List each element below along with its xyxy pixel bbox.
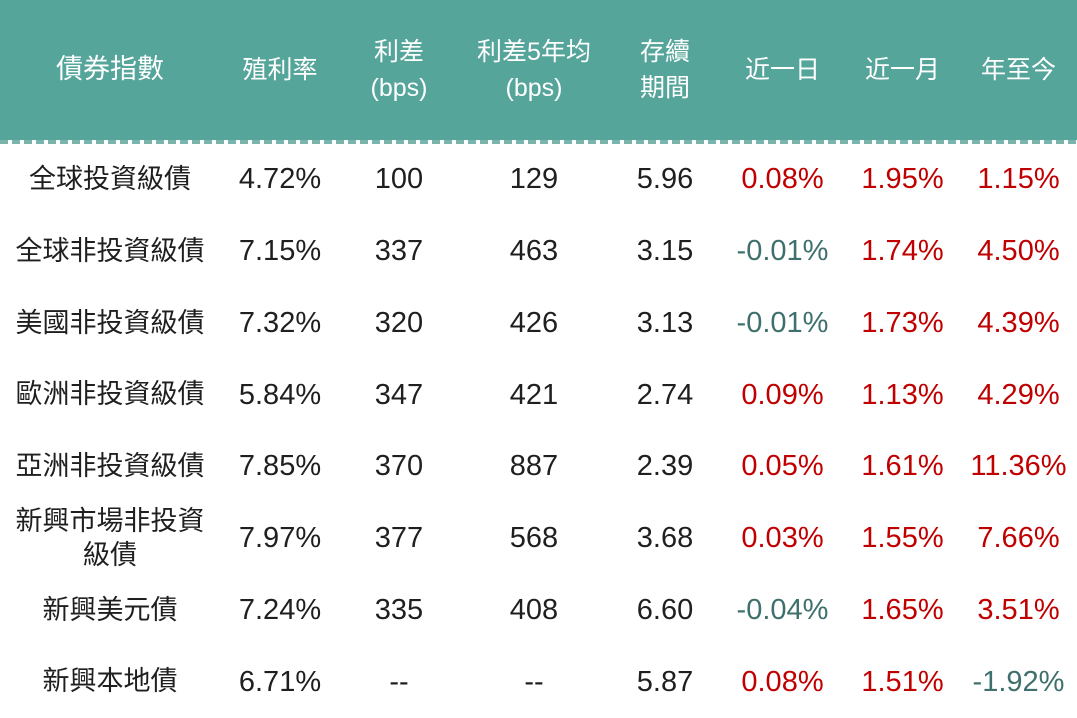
cell-ytd: 1.15% <box>977 163 1060 196</box>
cell-duration: 5.96 <box>636 163 694 196</box>
cell-d1: 0.08% <box>741 163 824 196</box>
cell-duration: 3.13 <box>636 306 694 339</box>
cell-spread: 100 <box>374 163 424 196</box>
cell-spread: 377 <box>374 522 424 555</box>
cell-spread: 337 <box>374 235 424 268</box>
cell-d1: -0.01% <box>736 306 829 339</box>
cell-index: 新興市場非投資級債 <box>15 505 205 570</box>
table-row: 全球非投資級債 7.15% 337 463 3.15 -0.01% 1.74% 4.50% <box>0 216 1077 288</box>
cell-d1: 0.09% <box>741 378 824 411</box>
cell-duration: 2.74 <box>636 378 694 411</box>
cell-index: 全球非投資級債 <box>15 235 205 266</box>
cell-ytd: 3.51% <box>977 593 1060 626</box>
cell-ytd: 4.50% <box>977 235 1060 268</box>
cell-index: 亞洲非投資級債 <box>15 451 205 481</box>
cell-spread5y: 887 <box>509 450 559 483</box>
table-row: 新興市場非投資級債 7.97% 377 568 3.68 0.03% 1.55% 7.66% <box>0 503 1077 575</box>
table-row: 新興美元債 7.24% 335 408 6.60 -0.04% 1.65% 3.51% <box>0 575 1077 647</box>
cell-duration: 6.60 <box>636 593 694 626</box>
cell-spread5y: 408 <box>509 593 559 626</box>
header-bond-index: 債券指數 <box>56 54 164 85</box>
cell-ytd: 4.39% <box>977 306 1060 339</box>
cell-spread5y: 421 <box>509 378 559 411</box>
cell-yield: 4.72% <box>238 163 322 196</box>
table-row: 新興本地債 6.71% -- -- 5.87 0.08% 1.51% -1.92% <box>0 646 1077 718</box>
cell-ytd: 4.29% <box>977 378 1060 411</box>
cell-duration: 5.87 <box>636 665 694 698</box>
table-row: 歐洲非投資級債 5.84% 347 421 2.74 0.09% 1.13% 4.29% <box>0 359 1077 431</box>
table-header-row: 債券指數 殖利率 利差 (bps) 利差5年均 (bps) 存續 期間 近一日 … <box>0 0 1077 140</box>
cell-m1: 1.13% <box>861 378 944 411</box>
cell-m1: 1.95% <box>861 163 944 196</box>
table-row: 美國非投資級債 7.32% 320 426 3.13 -0.01% 1.73% 4.39% <box>0 288 1077 360</box>
cell-yield: 7.24% <box>238 593 322 626</box>
cell-d1: -0.04% <box>736 593 829 626</box>
cell-spread: 347 <box>374 378 424 411</box>
cell-m1: 1.51% <box>861 665 944 698</box>
cell-spread5y: 129 <box>509 163 559 196</box>
cell-spread: 320 <box>374 306 424 339</box>
cell-yield: 7.32% <box>238 306 322 339</box>
header-spread-bps: 利差 (bps) <box>370 37 428 102</box>
cell-duration: 3.15 <box>636 235 694 268</box>
cell-yield: 5.84% <box>238 378 322 411</box>
cell-index: 歐洲非投資級債 <box>15 379 205 410</box>
cell-spread: -- <box>389 665 409 698</box>
cell-d1: 0.05% <box>741 450 824 483</box>
cell-m1: 1.65% <box>861 593 944 626</box>
table-body: 全球投資級債 4.72% 100 129 5.96 0.08% 1.95% 1.15% 全球非投… <box>0 144 1077 718</box>
cell-yield: 7.15% <box>238 235 322 268</box>
header-duration: 存續 期間 <box>639 37 690 102</box>
cell-spread5y: 568 <box>509 522 559 555</box>
table-row: 亞洲非投資級債 7.85% 370 887 2.39 0.05% 1.61% 11.36% <box>0 431 1077 503</box>
cell-ytd: -1.92% <box>972 665 1065 698</box>
table-row: 全球投資級債 4.72% 100 129 5.96 0.08% 1.95% 1.15% <box>0 144 1077 216</box>
cell-yield: 7.85% <box>238 450 322 483</box>
cell-m1: 1.55% <box>861 522 944 555</box>
cell-index: 美國非投資級債 <box>15 307 205 338</box>
cell-m1: 1.74% <box>861 235 944 268</box>
cell-d1: -0.01% <box>736 235 829 268</box>
cell-d1: 0.03% <box>741 522 824 555</box>
cell-ytd: 11.36% <box>970 450 1067 483</box>
cell-spread5y: 463 <box>509 235 559 268</box>
cell-yield: 6.71% <box>238 665 322 698</box>
header-spread-5y-avg: 利差5年均 (bps) <box>477 37 591 102</box>
cell-spread5y: 426 <box>509 306 559 339</box>
cell-m1: 1.61% <box>861 450 944 483</box>
header-past-day: 近一日 <box>744 55 820 84</box>
cell-duration: 3.68 <box>636 522 694 555</box>
header-year-to-date: 年至今 <box>980 55 1056 84</box>
cell-duration: 2.39 <box>636 450 694 483</box>
header-dashed-divider <box>0 140 1077 144</box>
cell-yield: 7.97% <box>238 522 322 555</box>
cell-index: 新興美元債 <box>42 594 178 625</box>
cell-ytd: 7.66% <box>977 522 1060 555</box>
cell-index: 全球投資級債 <box>29 164 191 194</box>
header-yield: 殖利率 <box>242 55 318 84</box>
cell-d1: 0.08% <box>741 665 824 698</box>
cell-spread5y: -- <box>524 665 544 698</box>
cell-spread: 370 <box>374 450 424 483</box>
cell-m1: 1.73% <box>861 306 944 339</box>
header-past-month: 近一月 <box>864 55 940 84</box>
cell-spread: 335 <box>374 593 424 626</box>
cell-index: 新興本地債 <box>42 666 178 697</box>
